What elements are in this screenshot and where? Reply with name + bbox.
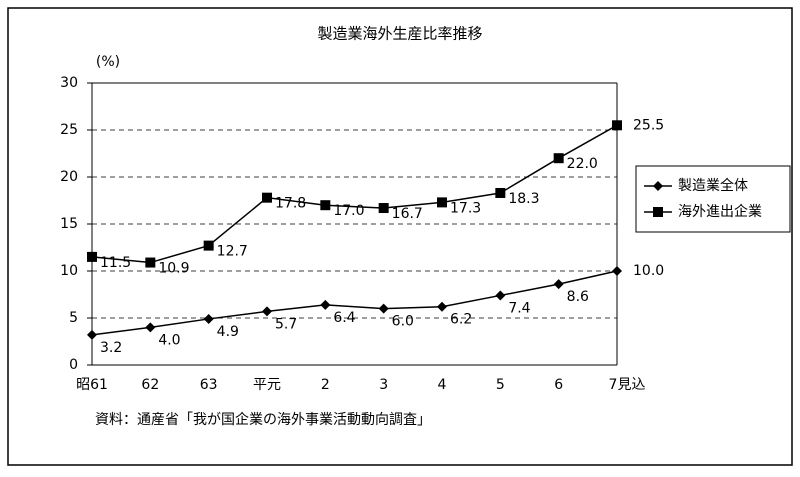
- data-label: 3.2: [100, 340, 122, 356]
- data-label: 5.7: [275, 316, 297, 332]
- x-tick-label: 昭61: [76, 377, 108, 393]
- source-note: 資料：通産省「我が国企業の海外事業活動動向調査」: [95, 411, 431, 428]
- data-label: 11.5: [100, 255, 131, 271]
- point: [437, 301, 447, 312]
- point: [87, 329, 97, 340]
- data-label: 16.7: [392, 206, 423, 222]
- y-axis-label: (%): [96, 54, 120, 70]
- legend-marker: [653, 207, 663, 217]
- point: [553, 279, 564, 290]
- data-label: 25.5: [633, 117, 664, 133]
- point: [495, 290, 506, 301]
- point: [145, 322, 156, 333]
- legend-marker: [653, 181, 663, 191]
- legend-label: 製造業全体: [678, 177, 748, 194]
- legend-label: 海外進出企業: [678, 203, 762, 220]
- point: [203, 313, 214, 324]
- data-label: 6.2: [450, 312, 472, 328]
- point: [262, 306, 272, 317]
- x-tick-label: 4: [438, 377, 447, 393]
- x-tick-label: 平元: [253, 377, 281, 393]
- data-label: 17.8: [275, 196, 306, 212]
- x-tick-label: 6: [554, 377, 563, 393]
- y-tick-label: 0: [69, 357, 78, 373]
- data-label: 6.0: [392, 314, 414, 330]
- data-label: 18.3: [508, 191, 539, 207]
- data-label: 10.0: [633, 263, 664, 279]
- point: [203, 240, 214, 251]
- data-label: 4.9: [217, 324, 239, 340]
- y-tick-label: 5: [69, 310, 78, 326]
- x-tick-label: 2: [321, 377, 330, 393]
- data-label: 8.6: [567, 289, 589, 305]
- y-tick-label: 25: [60, 122, 78, 138]
- data-label: 17.3: [450, 200, 481, 216]
- point: [378, 203, 389, 214]
- data-label: 12.7: [217, 244, 248, 260]
- series-line: [91, 270, 618, 336]
- x-tick-label: 5: [496, 377, 505, 393]
- y-tick-label: 20: [60, 169, 78, 185]
- x-tick-label: 3: [379, 377, 388, 393]
- y-tick-label: 15: [60, 216, 78, 232]
- point: [495, 187, 506, 198]
- point: [437, 197, 447, 208]
- data-label: 10.9: [158, 261, 189, 277]
- point: [612, 266, 622, 276]
- legend-box: [635, 165, 791, 233]
- data-label: 4.0: [158, 332, 180, 348]
- point: [612, 120, 622, 131]
- data-label: 22.0: [567, 156, 598, 172]
- x-tick-label: 62: [141, 377, 159, 393]
- data-label: 7.4: [508, 300, 530, 316]
- point: [87, 251, 97, 262]
- y-tick-label: 30: [60, 75, 78, 91]
- data-label: 6.4: [333, 310, 355, 326]
- point: [553, 153, 564, 164]
- point: [262, 192, 272, 203]
- series-line: [91, 124, 618, 264]
- x-tick-label: 7見込: [609, 377, 646, 393]
- data-label: 17.0: [333, 203, 364, 219]
- point: [378, 303, 389, 314]
- x-tick-label: 63: [200, 377, 218, 393]
- y-tick-label: 10: [60, 263, 78, 279]
- chart-title: 製造業海外生産比率推移: [317, 25, 482, 43]
- point: [320, 299, 331, 310]
- chart-frame: [7, 7, 793, 466]
- point: [320, 200, 331, 211]
- point: [145, 257, 156, 268]
